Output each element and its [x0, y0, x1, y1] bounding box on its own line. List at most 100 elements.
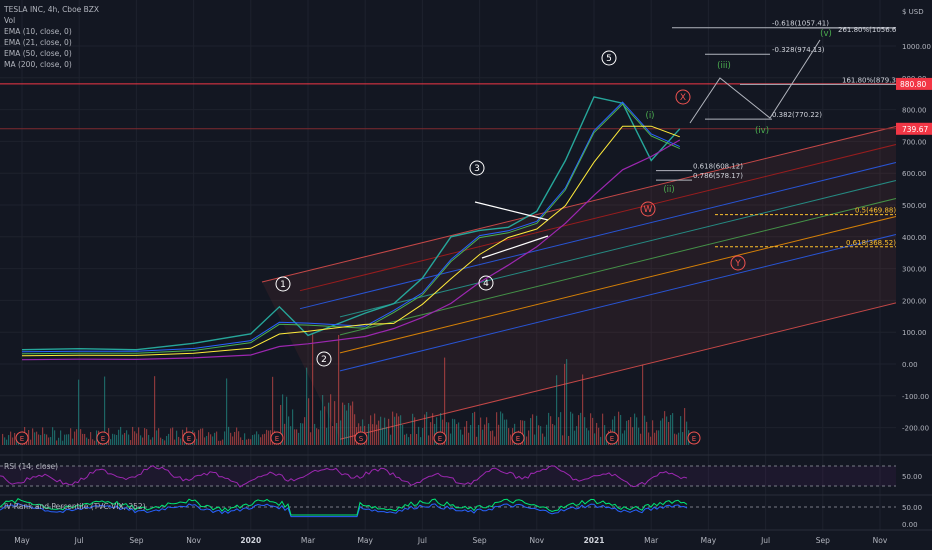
volume-bar	[142, 437, 144, 445]
volume-bar	[112, 433, 114, 445]
earnings-marker: E	[20, 435, 24, 443]
volume-bar	[232, 436, 234, 445]
volume-bar	[172, 427, 174, 445]
volume-bar	[392, 411, 394, 445]
fib-label: 161.80%(879.32)	[842, 76, 903, 84]
volume-bar	[346, 410, 348, 445]
wave-1-circle	[275, 276, 291, 292]
time-tick: May	[357, 536, 373, 545]
volume-bar	[558, 417, 560, 445]
volume-bar	[316, 428, 318, 445]
legend-ema21[interactable]: EMA (21, close, 0)	[4, 38, 72, 47]
current-price-badge	[896, 122, 932, 135]
volume-bar	[216, 431, 218, 445]
volume-bar	[282, 394, 284, 445]
volume-bar	[634, 413, 636, 445]
volume-bar	[532, 414, 534, 445]
legend-ma200[interactable]: MA (200, close, 0)	[4, 60, 72, 69]
time-tick: Jul	[760, 536, 770, 545]
iv-green-line	[0, 498, 688, 516]
volume-bar	[650, 436, 652, 445]
volume-bar	[84, 433, 86, 445]
volume-bar	[78, 379, 80, 445]
volume-bar	[656, 430, 658, 445]
volume-bar	[136, 433, 138, 445]
volume-bar	[88, 438, 90, 445]
volume-bar	[370, 415, 372, 445]
volume-bar	[578, 415, 580, 445]
volume-bar	[330, 394, 332, 445]
volume-bar	[82, 433, 84, 445]
volume-bar	[170, 428, 172, 445]
volume-bar	[120, 426, 122, 445]
volume-bar	[74, 431, 76, 445]
legend-ema50[interactable]: EMA (50, close, 0)	[4, 49, 72, 58]
volume-bar	[396, 413, 398, 445]
volume-bar	[124, 433, 126, 445]
volume-bar	[378, 420, 380, 445]
price-tick: 800.00	[902, 107, 927, 115]
volume-bar	[156, 430, 158, 445]
volume-bar	[64, 434, 66, 445]
volume-bar	[314, 423, 316, 445]
volume-bar	[214, 432, 216, 445]
volume-bar	[506, 419, 508, 445]
triangle-upper	[474, 201, 549, 221]
rsi-line	[0, 465, 688, 488]
volume-bar	[158, 428, 160, 445]
volume-bar	[244, 433, 246, 445]
wave-2-circle	[316, 351, 332, 367]
volume-bar	[586, 428, 588, 445]
volume-bar	[248, 438, 250, 445]
volume-bar	[382, 427, 384, 445]
legend-ema10[interactable]: EMA (10, close, 0)	[4, 27, 72, 36]
volume-bar	[614, 416, 616, 445]
volume-bar	[236, 427, 238, 445]
earnings-marker: E	[187, 435, 191, 443]
rsi-label[interactable]: RSI (14, close)	[4, 462, 59, 471]
volume-bar	[224, 431, 226, 445]
wave-W-circle	[640, 201, 656, 217]
time-tick: Nov	[873, 536, 888, 545]
volume-bar	[28, 429, 30, 445]
volume-bar	[496, 412, 498, 445]
level-price-badge	[896, 77, 932, 90]
volume-bar	[332, 425, 334, 445]
volume-bar	[372, 424, 374, 445]
earnings-circle	[270, 431, 284, 445]
volume-bar	[594, 433, 596, 445]
volume-bar	[204, 437, 206, 445]
volume-bar	[466, 421, 468, 445]
volume-bar	[328, 402, 330, 445]
time-tick: 2021	[584, 536, 605, 545]
volume-bar	[664, 411, 666, 445]
volume-bar	[2, 433, 4, 445]
volume-bar	[668, 421, 670, 445]
volume-bar	[340, 420, 342, 445]
legend-vol[interactable]: Vol	[4, 16, 16, 25]
volume-bar	[70, 428, 72, 445]
volume-bar	[486, 417, 488, 445]
volume-bar	[302, 423, 304, 445]
projected-wave-label: (ii)	[663, 185, 674, 195]
ema10-line	[21, 101, 681, 353]
legend-title[interactable]: TESLA INC, 4h, Cboe BZX	[4, 5, 100, 14]
volume-bar	[72, 438, 74, 445]
volume-bar	[308, 398, 310, 445]
volume-bar	[14, 432, 16, 445]
volume-bar	[572, 413, 574, 445]
price-tick: 500.00	[902, 202, 927, 210]
time-tick: Jul	[417, 536, 427, 545]
volume-bar	[448, 422, 450, 445]
time-tick: May	[14, 536, 30, 545]
time-tick: Sep	[816, 536, 830, 545]
volume-bar	[198, 430, 200, 445]
channel-line	[339, 179, 897, 318]
iv-label[interactable]: IV Rank and Percentile (TVC:VIX, 252)	[4, 502, 146, 511]
volume-bar	[238, 431, 240, 445]
time-tick: Mar	[301, 536, 316, 545]
time-tick: Nov	[529, 536, 544, 545]
volume-bar	[686, 421, 688, 445]
volume-bar	[528, 430, 530, 445]
